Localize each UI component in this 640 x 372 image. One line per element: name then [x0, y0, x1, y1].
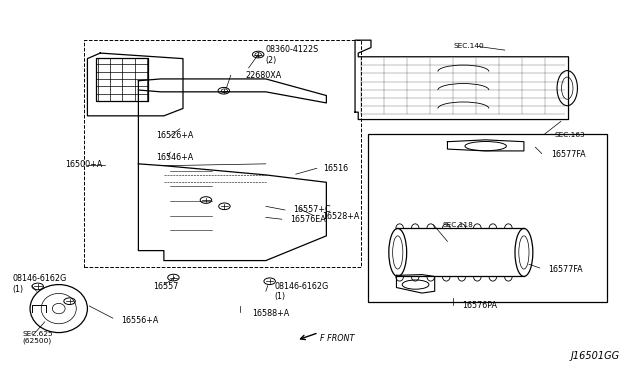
Text: SEC.118: SEC.118: [443, 222, 474, 228]
Bar: [368, 134, 607, 302]
Text: 08360-4122S
(2): 08360-4122S (2): [266, 45, 319, 65]
Text: J16501GG: J16501GG: [570, 352, 620, 361]
Text: 16556+A: 16556+A: [121, 316, 159, 325]
Bar: [84, 40, 362, 267]
Text: 22680XA: 22680XA: [246, 71, 282, 80]
Circle shape: [255, 53, 261, 57]
Text: 16577FA: 16577FA: [550, 150, 586, 159]
Text: 08146-6162G
(1): 08146-6162G (1): [13, 274, 67, 294]
Text: SEC.163: SEC.163: [554, 132, 585, 138]
Text: 16516: 16516: [323, 164, 348, 173]
Text: 16557+C: 16557+C: [293, 205, 331, 215]
Text: 16576PA: 16576PA: [462, 301, 497, 311]
Text: 08146-6162G
(1): 08146-6162G (1): [274, 282, 328, 301]
Text: 16577FA: 16577FA: [548, 264, 583, 273]
Circle shape: [221, 89, 228, 93]
Text: SEC.625
(62500): SEC.625 (62500): [22, 331, 53, 344]
Text: SEC.140: SEC.140: [454, 44, 484, 49]
Text: 16557: 16557: [153, 282, 179, 291]
Text: 16528+A: 16528+A: [322, 212, 359, 221]
Bar: [96, 58, 148, 101]
Text: 16526+A: 16526+A: [156, 131, 194, 140]
Text: 16576EA: 16576EA: [290, 215, 326, 224]
Text: F FRONT: F FRONT: [320, 334, 355, 343]
Text: 16500+A: 16500+A: [65, 160, 102, 169]
Text: 16588+A: 16588+A: [252, 309, 289, 318]
Text: 16546+A: 16546+A: [156, 153, 193, 162]
